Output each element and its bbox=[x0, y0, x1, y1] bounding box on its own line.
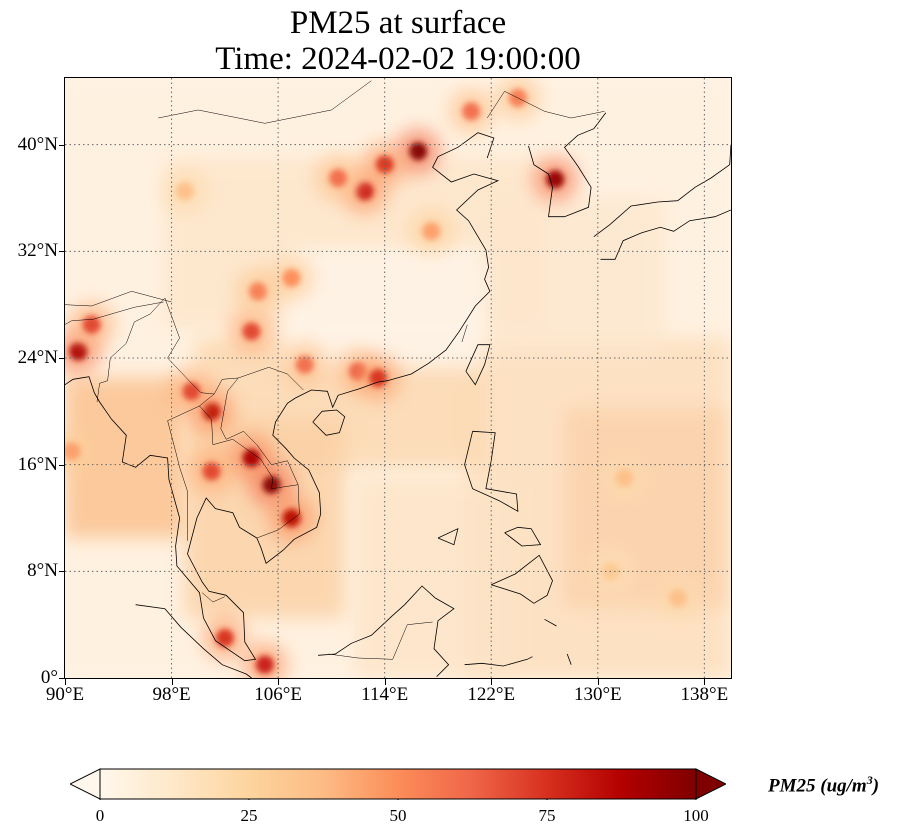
pm25-hotspot bbox=[282, 269, 301, 287]
border-line bbox=[65, 291, 172, 307]
pm25-hotspot bbox=[262, 475, 281, 494]
coastline bbox=[65, 132, 500, 662]
colorbar-title: PM25 (ug/m3) bbox=[768, 773, 880, 797]
lon-tick-mark bbox=[704, 679, 706, 685]
border-line bbox=[167, 405, 200, 541]
pm25-hotspot bbox=[242, 449, 261, 467]
border-line bbox=[65, 301, 164, 325]
pm25-hotspot bbox=[295, 355, 314, 374]
coastline bbox=[504, 526, 542, 547]
lon-tick-label: 138°E bbox=[680, 684, 729, 705]
coastline bbox=[544, 618, 557, 627]
lon-tick-label: 122°E bbox=[467, 684, 516, 705]
lon-tick-mark bbox=[278, 679, 280, 685]
lat-tick-label: 32°N bbox=[17, 240, 58, 262]
lat-tick-mark bbox=[59, 571, 65, 573]
pm25-hotspot bbox=[242, 322, 261, 341]
coastline bbox=[437, 527, 459, 546]
pm25-hotspot bbox=[249, 282, 268, 301]
border-line bbox=[158, 80, 372, 124]
pm25-hotspot bbox=[462, 102, 481, 121]
lat-tick-mark bbox=[59, 678, 65, 679]
colorbar-extend-low bbox=[70, 768, 101, 800]
lon-tick-mark bbox=[384, 679, 386, 685]
map-subtitle-time: Time: 2024-02-02 19:00:00 bbox=[215, 41, 581, 77]
pm25-hotspot bbox=[65, 442, 81, 461]
lat-tick-mark bbox=[59, 144, 65, 146]
lat-tick-label: 0° bbox=[40, 667, 58, 688]
coastline bbox=[566, 653, 572, 665]
lon-tick-mark bbox=[171, 679, 173, 685]
pm25-hotspot bbox=[182, 382, 201, 401]
coastline bbox=[600, 209, 731, 260]
lon-tick-mark bbox=[491, 679, 493, 685]
colorbar-gradient bbox=[99, 768, 697, 800]
pm25-hotspot bbox=[202, 462, 221, 481]
coastline-layer bbox=[65, 80, 731, 678]
map-panel[interactable] bbox=[64, 77, 732, 679]
lat-tick-mark bbox=[59, 251, 65, 253]
colorbar-tick-label: 100 bbox=[683, 806, 709, 825]
coastline bbox=[528, 112, 607, 218]
lon-tick-label: 114°E bbox=[361, 684, 409, 705]
lon-tick-label: 130°E bbox=[573, 684, 622, 705]
colorbar-tick-label: 25 bbox=[240, 806, 258, 825]
lon-tick-label: 106°E bbox=[254, 684, 302, 705]
border-line bbox=[202, 592, 225, 603]
lat-tick-label: 40°N bbox=[17, 133, 58, 155]
pm25-hotspot bbox=[668, 589, 687, 607]
coastline bbox=[593, 144, 731, 238]
pm25-hotspot bbox=[215, 629, 234, 647]
pm25-hotspot bbox=[82, 315, 101, 334]
coastline bbox=[312, 409, 346, 436]
colorbar-extend-high bbox=[695, 768, 726, 800]
border-line bbox=[199, 393, 300, 539]
pm25-hotspot bbox=[369, 369, 388, 387]
lat-tick-mark bbox=[59, 464, 65, 466]
pm25-hotspot bbox=[282, 509, 301, 527]
lat-tick-mark bbox=[59, 358, 65, 359]
colorbar-ticks bbox=[99, 799, 697, 800]
border-line bbox=[96, 297, 166, 403]
pm25-hotspot bbox=[355, 182, 374, 201]
colorbar-tick-label: 50 bbox=[389, 806, 407, 825]
pm25-hotspot bbox=[69, 342, 88, 361]
pm25-hotspot bbox=[615, 469, 634, 487]
lon-tick-label: 90°E bbox=[45, 684, 85, 705]
map-title: PM25 at surface bbox=[289, 5, 507, 41]
border-line bbox=[328, 621, 433, 660]
colorbar-tick-label: 0 bbox=[95, 806, 105, 825]
lon-tick-mark bbox=[65, 679, 66, 685]
lat-tick-label: 16°N bbox=[17, 453, 58, 475]
gridlines-layer bbox=[65, 78, 731, 678]
border-line bbox=[486, 90, 605, 119]
lon-tick-mark bbox=[597, 679, 599, 685]
colorbar-tick-label: 75 bbox=[538, 806, 556, 825]
border-line bbox=[461, 324, 468, 343]
coastline bbox=[135, 604, 252, 678]
pm25-hotspot bbox=[422, 222, 441, 241]
coastline bbox=[465, 344, 491, 386]
coastline bbox=[318, 585, 455, 677]
pm25-hotspot bbox=[329, 169, 348, 187]
colorbar-svg bbox=[70, 768, 726, 800]
border-line bbox=[220, 377, 299, 485]
pm25-hotspot bbox=[408, 142, 427, 161]
pm25-map-svg bbox=[65, 78, 731, 678]
lat-tick-label: 8°N bbox=[27, 560, 58, 582]
pm25-hotspot bbox=[546, 170, 565, 189]
lon-tick-label: 98°E bbox=[152, 684, 191, 705]
pm25-hotspot bbox=[255, 655, 274, 674]
pm25-hotspot bbox=[175, 182, 194, 201]
coastline bbox=[464, 430, 519, 513]
coastline bbox=[491, 554, 553, 604]
coastline bbox=[464, 656, 533, 667]
lat-tick-label: 24°N bbox=[17, 347, 58, 368]
pm25-hotspot bbox=[602, 562, 621, 581]
colorbar bbox=[70, 768, 726, 800]
